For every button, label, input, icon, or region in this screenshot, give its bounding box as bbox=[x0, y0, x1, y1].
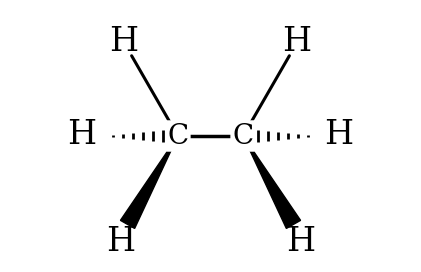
Polygon shape bbox=[243, 136, 301, 228]
Text: C: C bbox=[167, 122, 189, 150]
Text: H: H bbox=[282, 26, 312, 58]
Text: H: H bbox=[106, 226, 135, 258]
Text: H: H bbox=[67, 119, 96, 152]
Text: H: H bbox=[286, 226, 315, 258]
Text: H: H bbox=[109, 26, 139, 58]
Text: H: H bbox=[325, 119, 354, 152]
Text: C: C bbox=[232, 122, 254, 150]
Polygon shape bbox=[120, 136, 178, 228]
